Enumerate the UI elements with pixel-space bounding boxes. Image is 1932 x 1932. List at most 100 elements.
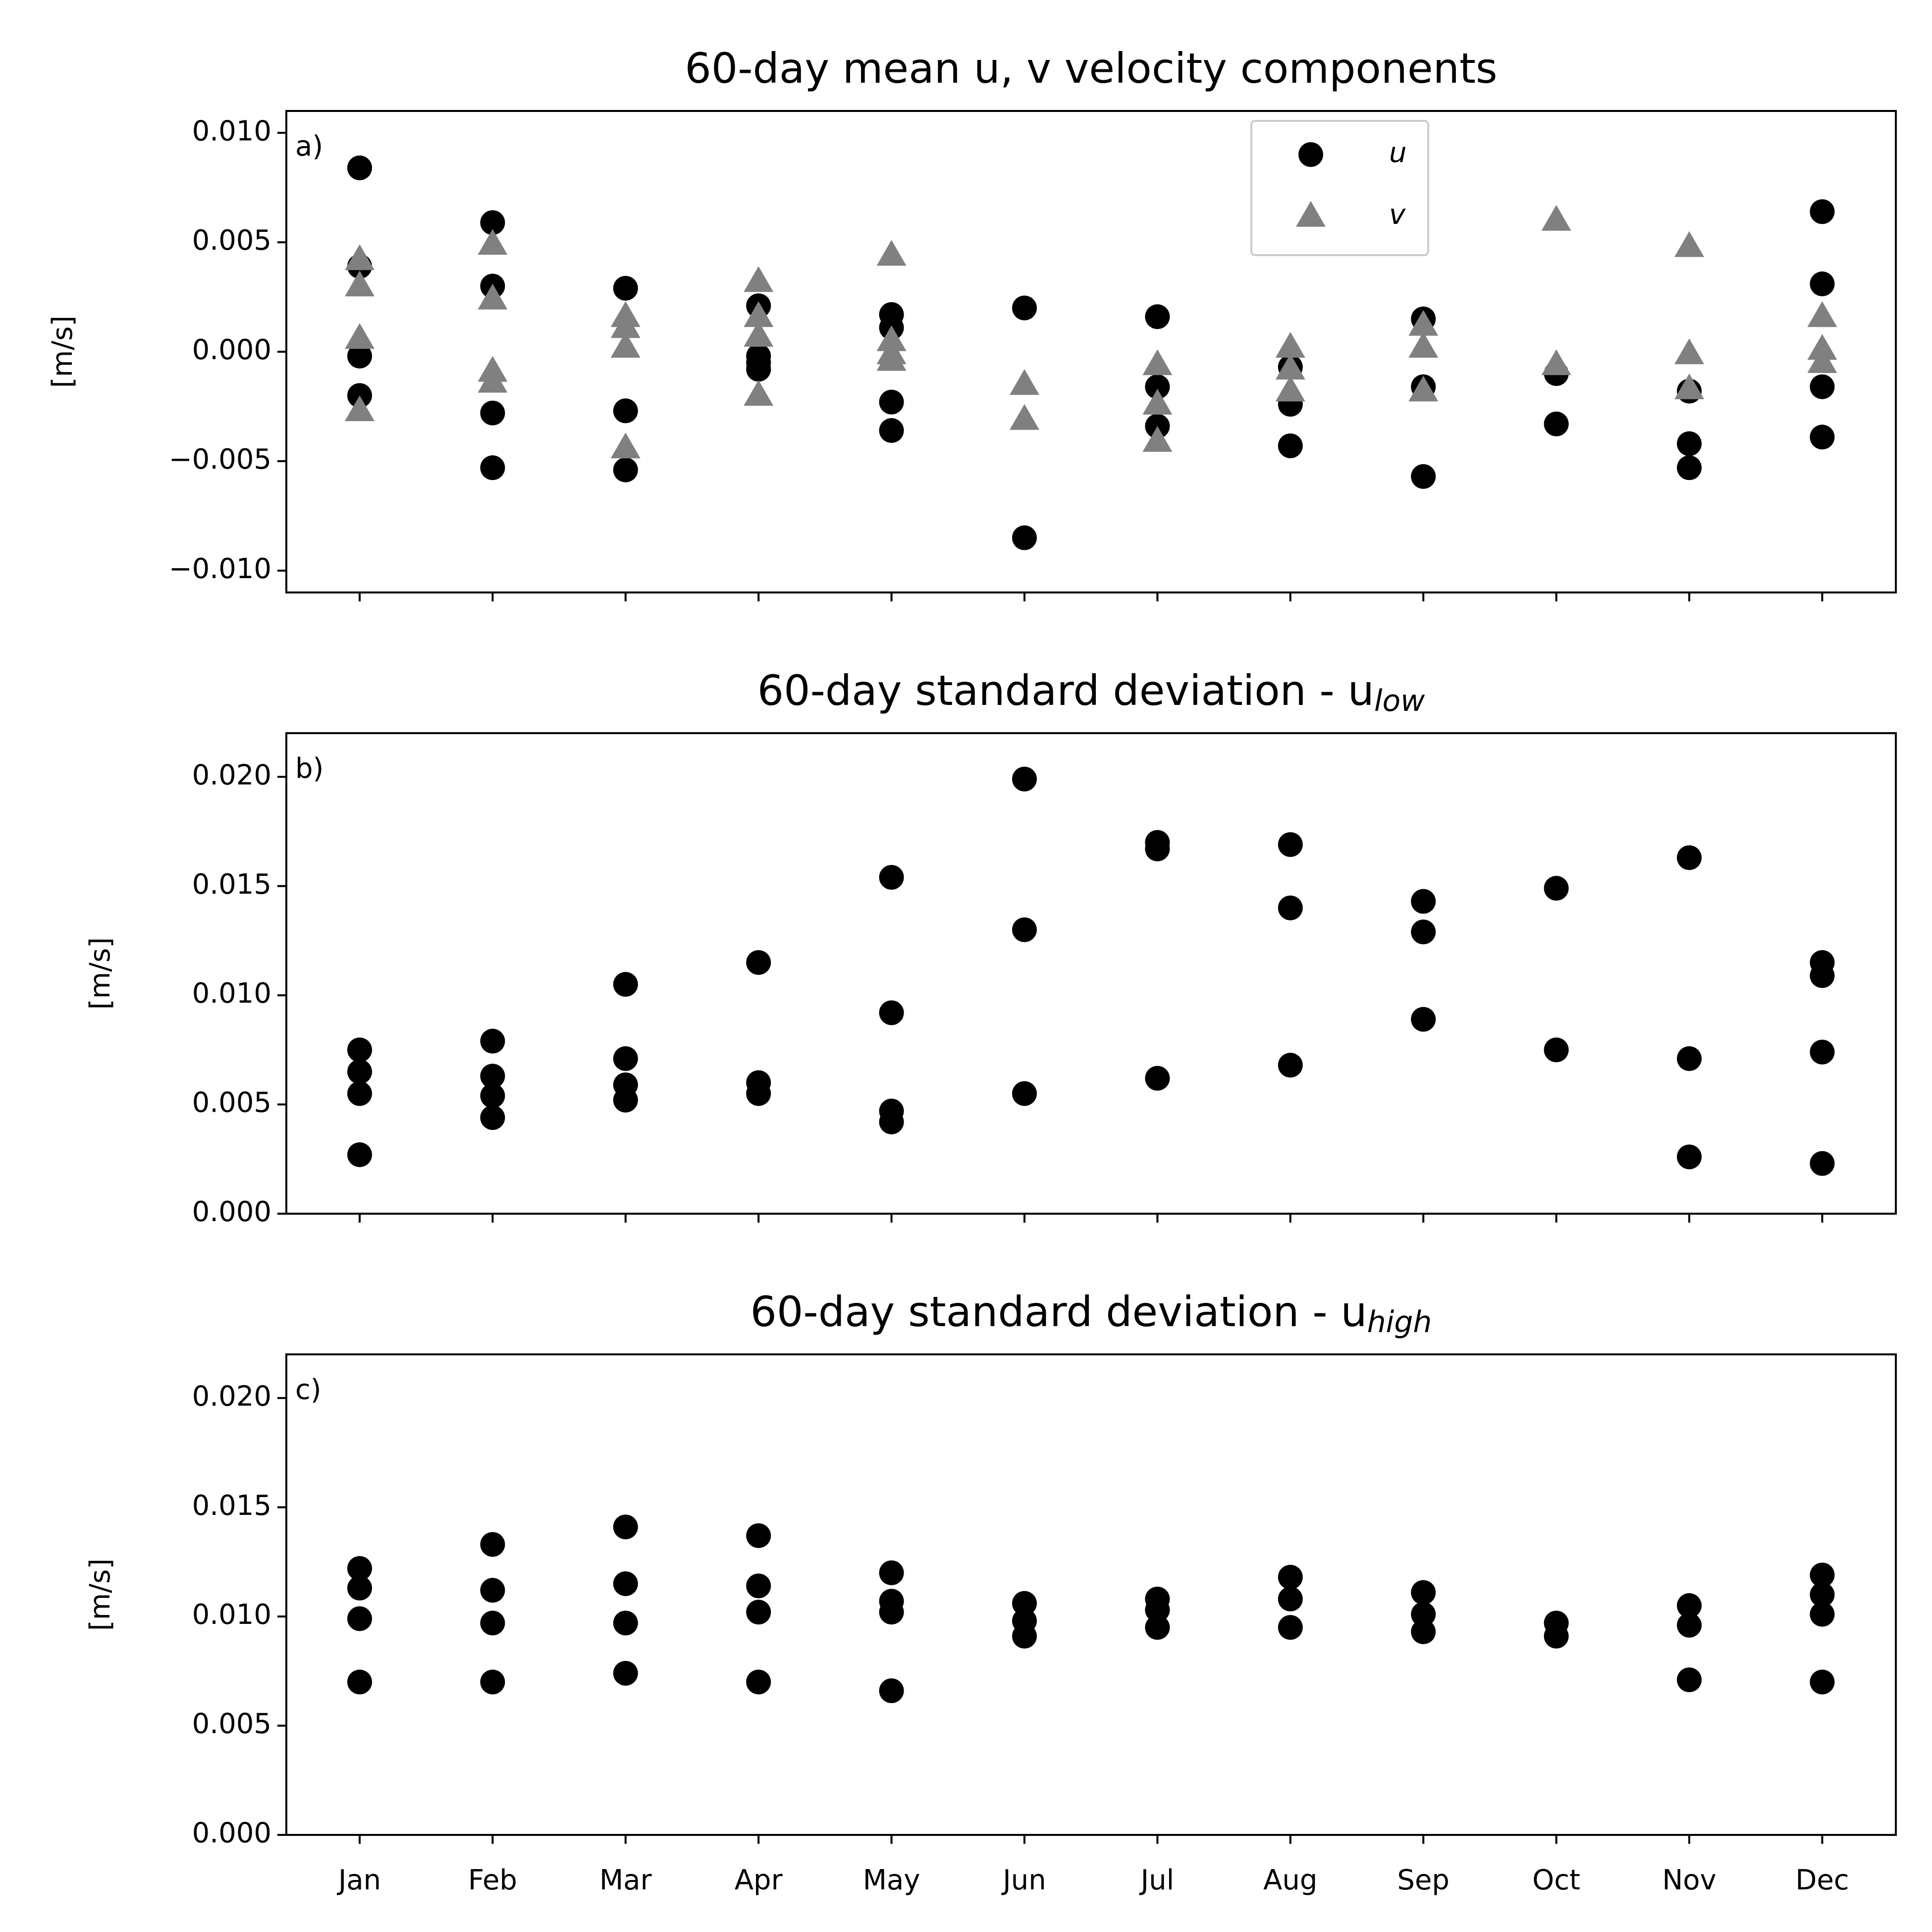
x-tick-label: Feb [468, 1864, 517, 1896]
data-point [478, 229, 508, 255]
data-point [347, 1037, 372, 1063]
data-point [1810, 374, 1835, 399]
data-point [480, 1083, 505, 1108]
data-point [1810, 1582, 1835, 1607]
data-point [480, 210, 505, 235]
panel-label: c) [295, 1374, 322, 1406]
x-tick-label: Dec [1795, 1864, 1849, 1896]
subplot: 60-day mean u, v velocity components −0.0… [47, 44, 1897, 601]
data-point [879, 1000, 904, 1025]
data-point [480, 455, 505, 481]
x-tick-label: Apr [735, 1864, 783, 1896]
y-tick-label: 0.005 [192, 224, 271, 257]
title-text: 60-day mean u, v velocity components [685, 44, 1497, 93]
data-point [1142, 426, 1173, 452]
data-point [744, 301, 774, 327]
data-point [746, 1669, 771, 1695]
data-point [879, 1109, 904, 1134]
x-tick-label: Jan [337, 1864, 381, 1896]
data-point [610, 312, 641, 338]
data-point [1544, 1623, 1569, 1649]
data-point [1296, 201, 1326, 227]
x-tick-label: Sep [1397, 1864, 1449, 1896]
data-point [1278, 1053, 1303, 1078]
data-point [480, 1610, 505, 1636]
data-point [876, 345, 907, 371]
x-tick-label: Jul [1139, 1864, 1175, 1896]
x-tick-label: Oct [1532, 1864, 1580, 1896]
data-point [1810, 1039, 1835, 1065]
data-point [613, 275, 638, 301]
data-point [1278, 1586, 1303, 1611]
legend-label: u [1389, 137, 1407, 169]
data-point [1278, 1564, 1303, 1590]
data-point [480, 1028, 505, 1054]
data-point [1810, 1669, 1835, 1695]
data-point [347, 1059, 372, 1084]
data-point [1142, 349, 1173, 376]
data-point [347, 1081, 372, 1106]
data-point [1408, 310, 1439, 336]
data-point [1411, 919, 1436, 945]
data-point [1145, 1597, 1170, 1622]
data-point [1145, 1066, 1170, 1091]
data-point [345, 323, 375, 349]
x-tick-label: Mar [599, 1864, 652, 1896]
y-tick-label: 0.010 [192, 977, 271, 1010]
data-point [613, 457, 638, 483]
x-tick-label: Aug [1263, 1864, 1317, 1896]
legend-label: v [1389, 199, 1406, 231]
data-point [1275, 376, 1305, 402]
data-point [1541, 205, 1571, 231]
data-point [1278, 832, 1303, 857]
data-point [613, 1514, 638, 1540]
legend-box [1250, 120, 1429, 256]
data-point [480, 1532, 505, 1557]
data-point [1810, 271, 1835, 297]
y-tick-label: 0.000 [192, 1196, 271, 1228]
data-point [876, 325, 907, 351]
y-tick-label: 0.020 [192, 759, 271, 791]
data-point [1010, 404, 1039, 430]
data-point [746, 1600, 771, 1625]
axes-frame [285, 110, 1897, 593]
data-point [1408, 376, 1439, 402]
data-point [876, 240, 907, 266]
data-point [1408, 331, 1439, 358]
data-point [744, 380, 774, 406]
data-point [1145, 1615, 1170, 1640]
data-point [478, 367, 508, 393]
y-tick-label: 0.015 [192, 1490, 271, 1522]
x-tick-label: May [863, 1864, 920, 1896]
data-point [746, 1081, 771, 1106]
x-tick-label: Jun [1001, 1864, 1046, 1896]
title-text: 60-day standard deviation - u [751, 1288, 1367, 1336]
y-tick-label: −0.010 [169, 553, 271, 585]
data-point [1142, 388, 1173, 415]
data-point [347, 155, 372, 180]
data-point [879, 389, 904, 415]
data-point [1411, 464, 1436, 489]
y-axis-label: [m/s] [84, 1558, 116, 1631]
data-point [879, 865, 904, 890]
data-point [1012, 295, 1037, 321]
axes-frame [285, 732, 1897, 1215]
y-tick-label: 0.000 [192, 334, 271, 366]
data-point [1541, 349, 1571, 376]
subplot: 60-day standard deviation - uhigh 0.000 0.… [84, 1288, 1897, 1896]
data-point [744, 321, 774, 347]
data-point [1411, 1007, 1436, 1032]
data-point [613, 972, 638, 997]
data-point [1544, 411, 1569, 436]
data-point [1677, 845, 1702, 870]
y-axis-label: [m/s] [84, 937, 116, 1010]
data-point [1677, 1046, 1702, 1071]
data-point [1411, 1602, 1436, 1627]
data-point [746, 1573, 771, 1599]
data-point [1278, 433, 1303, 458]
data-point [347, 1606, 372, 1631]
data-point [1012, 766, 1037, 792]
y-tick-label: −0.005 [169, 443, 271, 476]
data-point [1275, 354, 1305, 380]
y-tick-label: 0.005 [192, 1087, 271, 1119]
